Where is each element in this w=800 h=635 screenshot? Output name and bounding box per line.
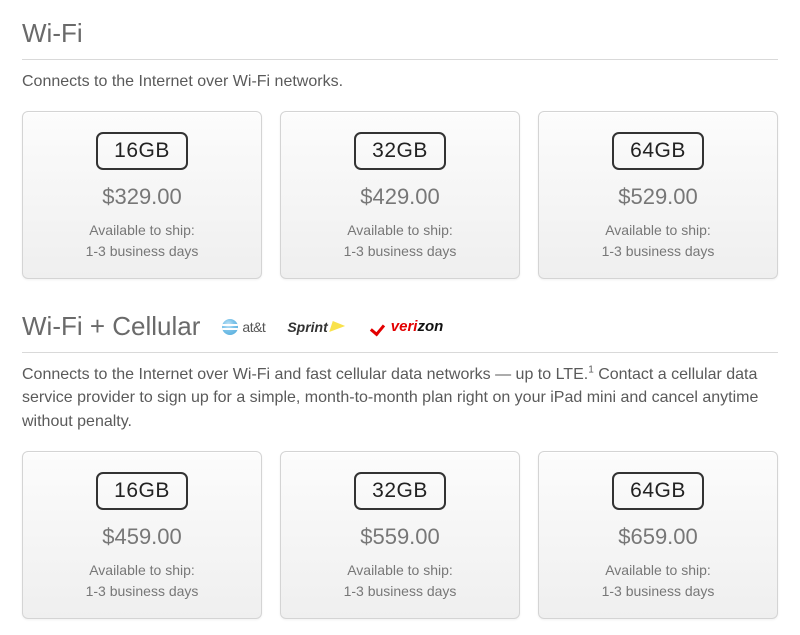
- wifi-description: Connects to the Internet over Wi-Fi netw…: [22, 70, 778, 93]
- wifi-title: Wi-Fi: [22, 18, 778, 49]
- capacity-badge: 16GB: [96, 132, 188, 170]
- sprint-logo: Sprint: [287, 319, 348, 335]
- cellular-card-64gb[interactable]: 64GB $659.00 Available to ship: 1-3 busi…: [538, 451, 778, 619]
- ship-label: Available to ship:: [33, 220, 251, 241]
- cellular-description: Connects to the Internet over Wi-Fi and …: [22, 363, 778, 433]
- ship-time: 1-3 business days: [549, 581, 767, 602]
- divider: [22, 59, 778, 60]
- wifi-card-row: 16GB $329.00 Available to ship: 1-3 busi…: [22, 111, 778, 279]
- ship-time: 1-3 business days: [33, 581, 251, 602]
- ship-label: Available to ship:: [549, 560, 767, 581]
- cellular-card-16gb[interactable]: 16GB $459.00 Available to ship: 1-3 busi…: [22, 451, 262, 619]
- capacity-badge: 32GB: [354, 472, 446, 510]
- price-text: $559.00: [291, 524, 509, 550]
- ship-label: Available to ship:: [291, 220, 509, 241]
- att-text: at&t: [242, 319, 265, 335]
- verizon-text: verizon: [391, 318, 444, 335]
- wifi-card-32gb[interactable]: 32GB $429.00 Available to ship: 1-3 busi…: [280, 111, 520, 279]
- price-text: $459.00: [33, 524, 251, 550]
- capacity-badge: 64GB: [612, 132, 704, 170]
- ship-label: Available to ship:: [291, 560, 509, 581]
- price-text: $429.00: [291, 184, 509, 210]
- capacity-badge: 32GB: [354, 132, 446, 170]
- wifi-card-16gb[interactable]: 16GB $329.00 Available to ship: 1-3 busi…: [22, 111, 262, 279]
- ship-label: Available to ship:: [33, 560, 251, 581]
- ship-time: 1-3 business days: [291, 241, 509, 262]
- capacity-badge: 64GB: [612, 472, 704, 510]
- ship-time: 1-3 business days: [549, 241, 767, 262]
- wifi-section: Wi-Fi Connects to the Internet over Wi-F…: [22, 18, 778, 279]
- att-globe-icon: [222, 319, 238, 335]
- ship-label: Available to ship:: [549, 220, 767, 241]
- cellular-title-text: Wi-Fi + Cellular: [22, 311, 200, 342]
- price-text: $659.00: [549, 524, 767, 550]
- cellular-section: Wi-Fi + Cellular at&t Sprint verizon Con…: [22, 311, 778, 619]
- cellular-title: Wi-Fi + Cellular at&t Sprint verizon: [22, 311, 778, 342]
- sprint-text: Sprint: [287, 319, 327, 335]
- price-text: $329.00: [33, 184, 251, 210]
- wifi-card-64gb[interactable]: 64GB $529.00 Available to ship: 1-3 busi…: [538, 111, 778, 279]
- ship-time: 1-3 business days: [33, 241, 251, 262]
- capacity-badge: 16GB: [96, 472, 188, 510]
- carrier-logos: at&t Sprint verizon: [222, 318, 443, 335]
- cellular-card-row: 16GB $459.00 Available to ship: 1-3 busi…: [22, 451, 778, 619]
- att-logo: at&t: [222, 319, 265, 335]
- verizon-logo: verizon: [371, 318, 444, 335]
- ship-time: 1-3 business days: [291, 581, 509, 602]
- cellular-desc-part1: Connects to the Internet over Wi-Fi and …: [22, 366, 588, 383]
- cellular-card-32gb[interactable]: 32GB $559.00 Available to ship: 1-3 busi…: [280, 451, 520, 619]
- price-text: $529.00: [549, 184, 767, 210]
- divider: [22, 352, 778, 353]
- verizon-check-icon: [371, 320, 389, 334]
- sprint-wing-icon: [331, 321, 349, 333]
